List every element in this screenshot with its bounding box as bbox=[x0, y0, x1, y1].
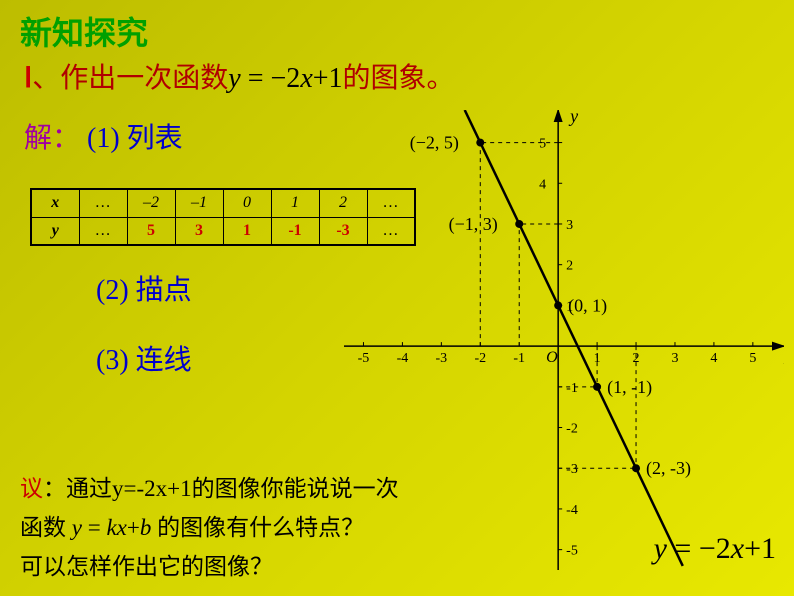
problem-statement: Ⅰ、作出一次函数y = −2x+1的图象。 bbox=[24, 56, 455, 96]
page-title: 新知探究 bbox=[20, 8, 148, 54]
eq-plus: +1 bbox=[744, 532, 776, 565]
svg-text:2: 2 bbox=[566, 259, 573, 274]
problem-suffix: 的图象。 bbox=[343, 63, 455, 94]
equation-label: y = −2x+1 bbox=[654, 532, 776, 566]
table-cell: –1 bbox=[175, 189, 223, 217]
eq-x: x bbox=[300, 63, 312, 94]
step3: (3) 连线 bbox=[96, 338, 192, 378]
eq-mid: = bbox=[82, 515, 106, 540]
eq-y: y bbox=[72, 515, 82, 540]
svg-text:O: O bbox=[546, 349, 558, 366]
table-cell: 1 bbox=[271, 189, 319, 217]
table-cell: -1 bbox=[271, 217, 319, 245]
cell-dots: … bbox=[79, 217, 127, 245]
svg-text:4: 4 bbox=[710, 351, 717, 366]
step1-txt: 列表 bbox=[120, 123, 183, 154]
step3-txt: 连线 bbox=[129, 345, 192, 376]
cell-dots: … bbox=[79, 189, 127, 217]
problem-prefix: 、作出一次函数 bbox=[32, 63, 228, 94]
step2: (2) 描点 bbox=[96, 268, 192, 308]
step1-num: (1) bbox=[87, 123, 120, 154]
eq-plus: +1 bbox=[313, 63, 343, 94]
svg-text:(−2, 5): (−2, 5) bbox=[410, 133, 459, 154]
function-graph: -5-4-3-2-112345-5-4-3-2-112345xyO(−2, 5)… bbox=[344, 110, 784, 570]
svg-text:-4: -4 bbox=[397, 351, 409, 366]
discussion: 议：通过y=-2x+1的图像你能说说一次 函数 y = kx+b 的图像有什么特… bbox=[20, 469, 399, 586]
table-cell: 1 bbox=[223, 217, 271, 245]
svg-text:-3: -3 bbox=[436, 351, 448, 366]
svg-text:-3: -3 bbox=[566, 462, 578, 477]
table-cell: 3 bbox=[175, 217, 223, 245]
yi-label: 议 bbox=[20, 476, 43, 501]
discuss-line3: 可以怎样作出它的图像？ bbox=[20, 554, 273, 579]
y-header: y bbox=[31, 217, 79, 245]
eq-y: y bbox=[228, 63, 240, 94]
svg-text:(0, 1): (0, 1) bbox=[568, 295, 607, 316]
x-header: x bbox=[31, 189, 79, 217]
solution-start: 解： (1) 列表 bbox=[24, 116, 183, 156]
svg-text:5: 5 bbox=[539, 137, 546, 152]
discuss-line2a: 函数 bbox=[20, 515, 72, 540]
svg-text:-1: -1 bbox=[513, 351, 525, 366]
svg-text:4: 4 bbox=[539, 177, 546, 192]
svg-text:-1: -1 bbox=[566, 381, 578, 396]
step2-num: (2) bbox=[96, 275, 129, 306]
table-cell: 5 bbox=[127, 217, 175, 245]
svg-text:-5: -5 bbox=[358, 351, 370, 366]
eq-mid: = −2 bbox=[667, 532, 731, 565]
svg-text:5: 5 bbox=[749, 351, 756, 366]
step3-num: (3) bbox=[96, 345, 129, 376]
eq-plus: + bbox=[127, 515, 140, 540]
eq-k: k bbox=[106, 515, 116, 540]
svg-text:x: x bbox=[783, 348, 784, 368]
eq-y: y bbox=[654, 532, 667, 565]
eq-x: x bbox=[731, 532, 744, 565]
svg-text:-2: -2 bbox=[566, 422, 578, 437]
table-cell: 0 bbox=[223, 189, 271, 217]
eq-x: x bbox=[117, 515, 127, 540]
svg-text:-4: -4 bbox=[566, 503, 578, 518]
discuss-line2b: 的图像有什么特点？ bbox=[151, 515, 364, 540]
svg-text:y: y bbox=[568, 110, 578, 126]
svg-text:-2: -2 bbox=[474, 351, 486, 366]
eq-b: b bbox=[140, 515, 152, 540]
svg-text:(1, -1): (1, -1) bbox=[607, 377, 652, 398]
table-cell: –2 bbox=[127, 189, 175, 217]
svg-text:3: 3 bbox=[566, 218, 573, 233]
step2-txt: 描点 bbox=[129, 275, 192, 306]
svg-text:(−1, 3): (−1, 3) bbox=[449, 214, 498, 235]
svg-text:(2, -3): (2, -3) bbox=[646, 458, 691, 479]
jie-label: 解： bbox=[24, 123, 80, 154]
eq-mid: = −2 bbox=[241, 63, 301, 94]
svg-text:3: 3 bbox=[671, 351, 678, 366]
svg-text:-5: -5 bbox=[566, 544, 578, 559]
